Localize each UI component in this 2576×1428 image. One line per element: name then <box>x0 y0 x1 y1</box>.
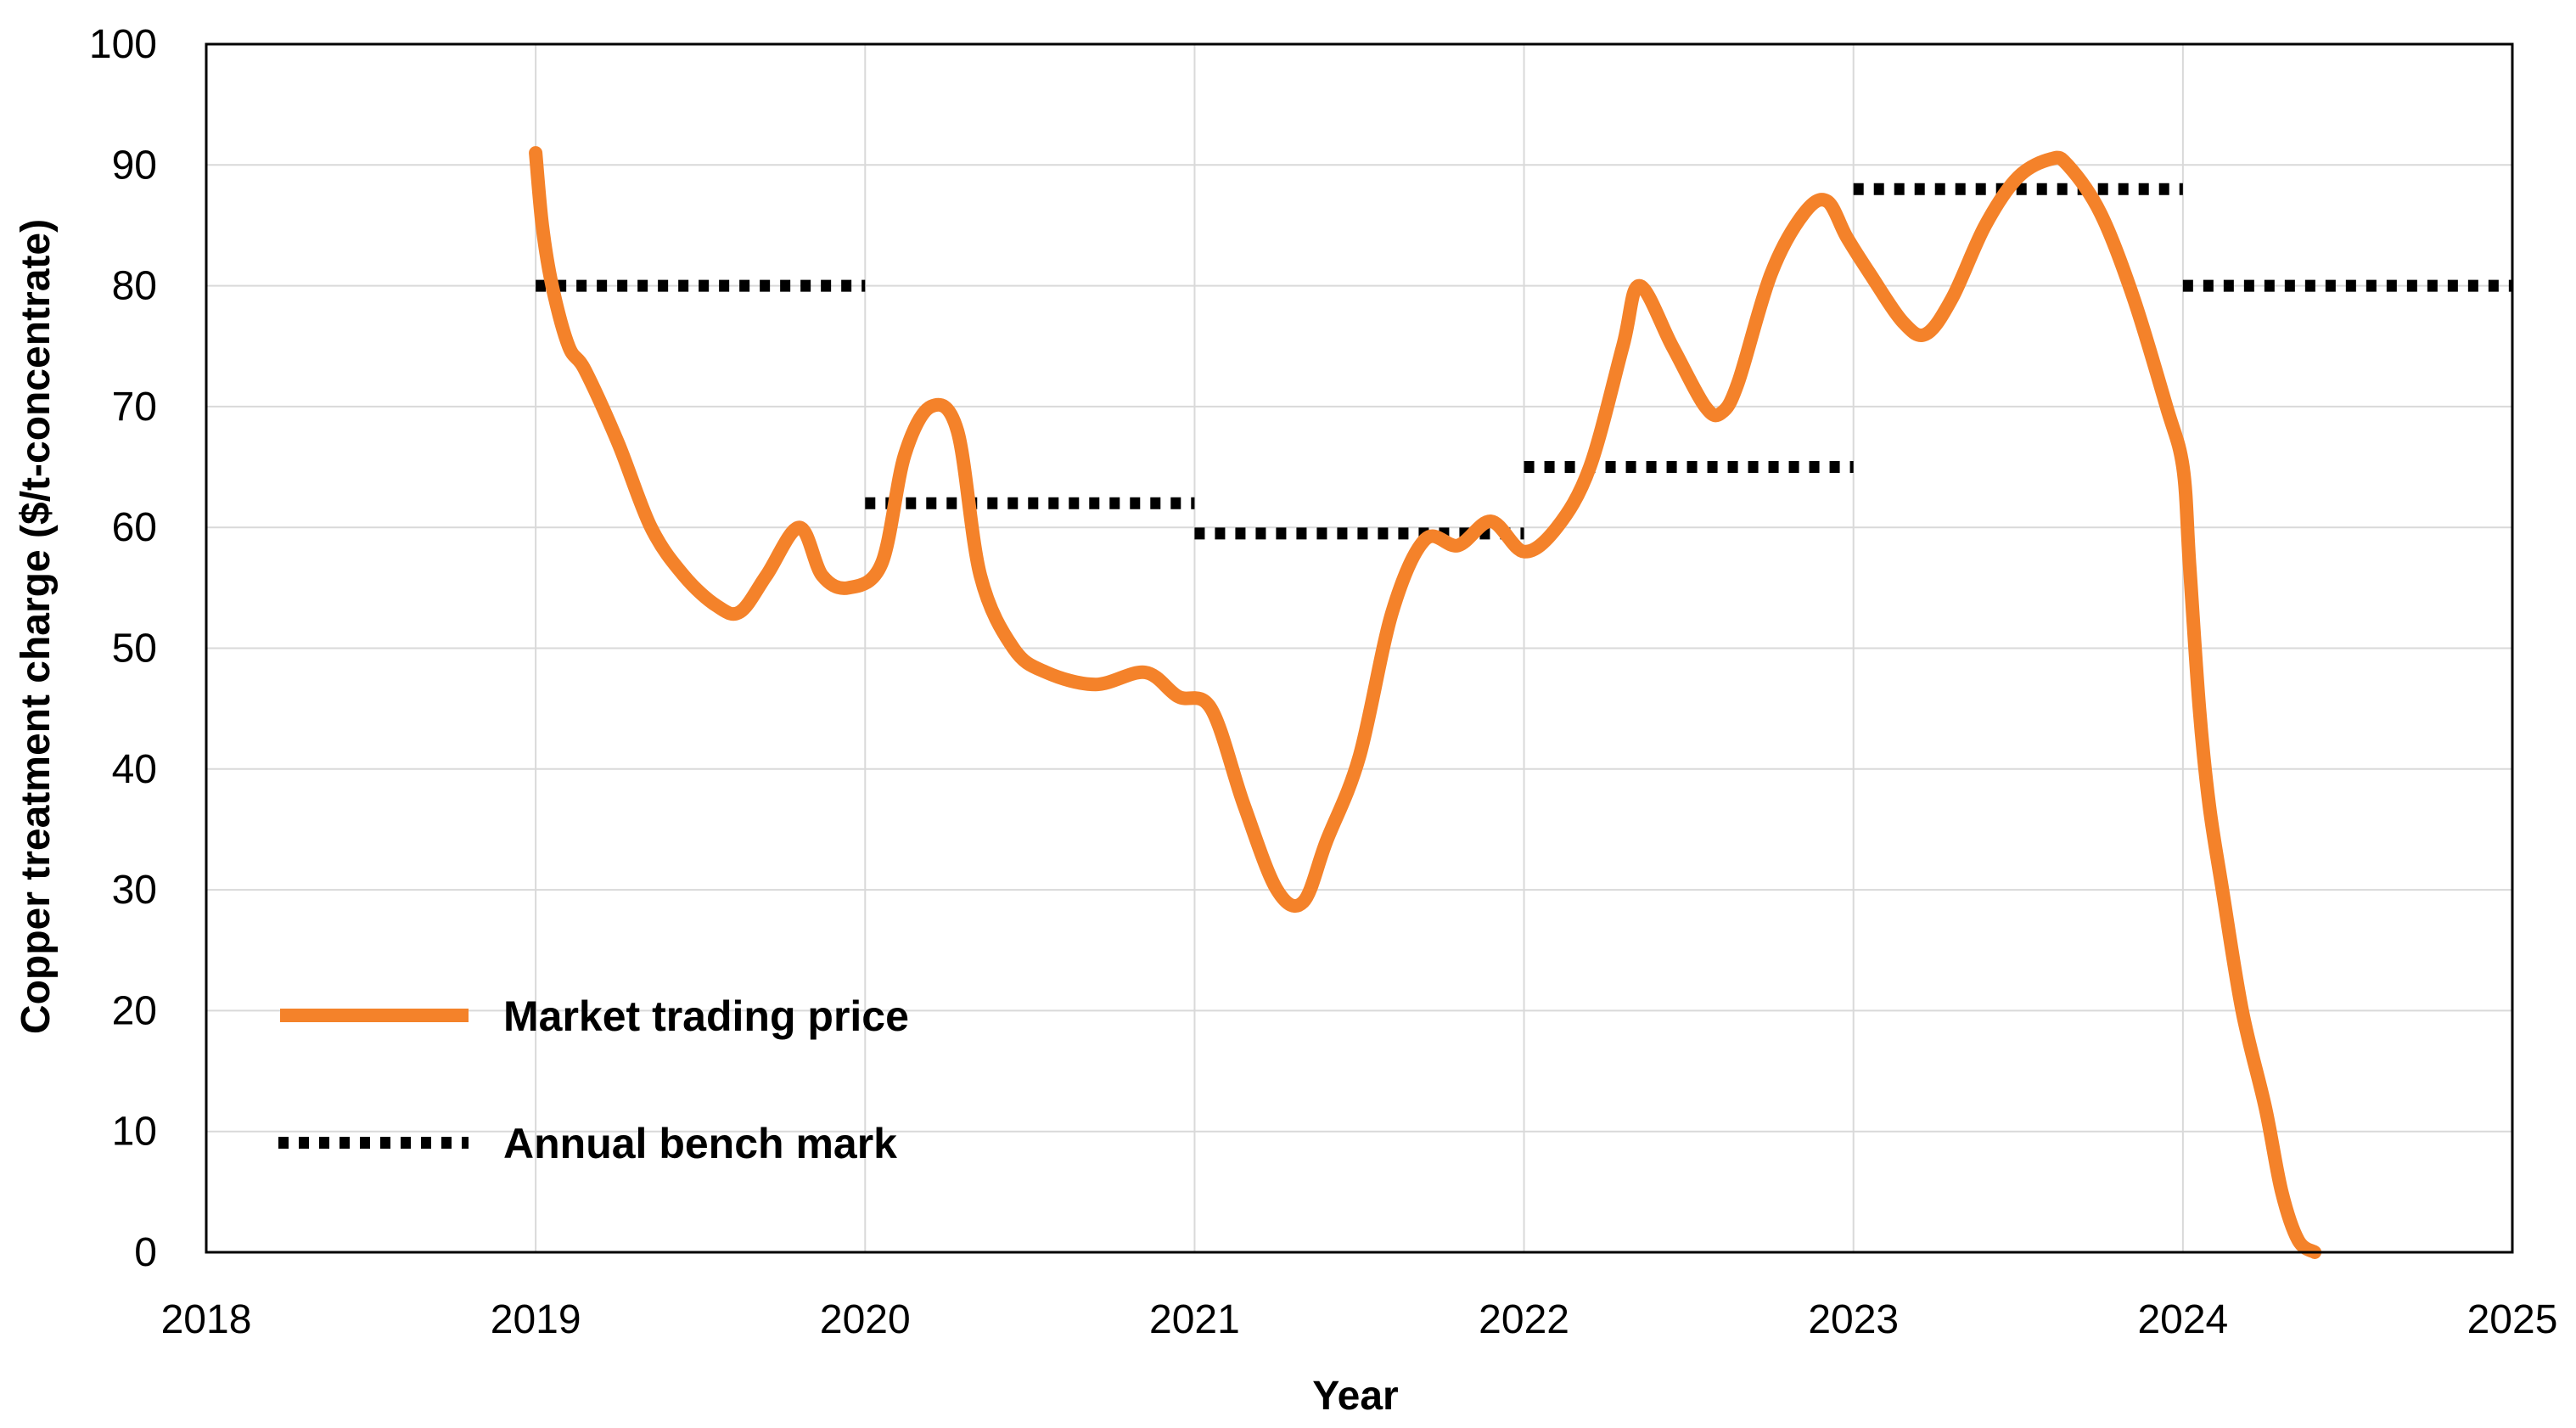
x-tick-label: 2019 <box>491 1297 581 1342</box>
y-tick-label: 30 <box>112 868 157 913</box>
x-tick-label: 2020 <box>820 1297 911 1342</box>
x-tick-label: 2022 <box>1479 1297 1569 1342</box>
y-tick-label: 80 <box>112 264 157 309</box>
y-tick-label: 100 <box>89 22 157 67</box>
y-tick-label: 10 <box>112 1110 157 1155</box>
x-tick-label: 2021 <box>1149 1297 1240 1342</box>
y-tick-label: 90 <box>112 143 157 188</box>
y-axis-ticks: 0 10 20 30 40 50 60 70 80 90 100 <box>89 22 157 1275</box>
x-tick-label: 2018 <box>161 1297 252 1342</box>
y-tick-label: 50 <box>112 627 157 672</box>
x-tick-label: 2024 <box>2137 1297 2228 1342</box>
y-tick-label: 60 <box>112 505 157 550</box>
x-tick-label: 2023 <box>1808 1297 1899 1342</box>
market-price-line <box>529 146 2322 1259</box>
y-axis-title: Copper treatment charge ($/t-concentrate… <box>14 219 59 1034</box>
legend-label-market: Market trading price <box>503 992 909 1040</box>
y-tick-label: 70 <box>112 385 157 430</box>
y-tick-label: 0 <box>134 1230 157 1275</box>
legend-label-benchmark: Annual bench mark <box>503 1120 897 1167</box>
x-tick-label: 2025 <box>2467 1297 2558 1342</box>
legend: Market trading price Annual bench mark <box>278 992 909 1167</box>
grid <box>206 44 2512 1252</box>
market-series <box>529 146 2322 1259</box>
plot-frame <box>205 42 2514 1254</box>
y-tick-label: 40 <box>112 747 157 792</box>
x-axis-ticks: 2018 2019 2020 2021 2022 2023 2024 2025 <box>161 1297 2558 1342</box>
x-axis-title: Year <box>1312 1374 1398 1419</box>
y-tick-label: 20 <box>112 988 157 1033</box>
